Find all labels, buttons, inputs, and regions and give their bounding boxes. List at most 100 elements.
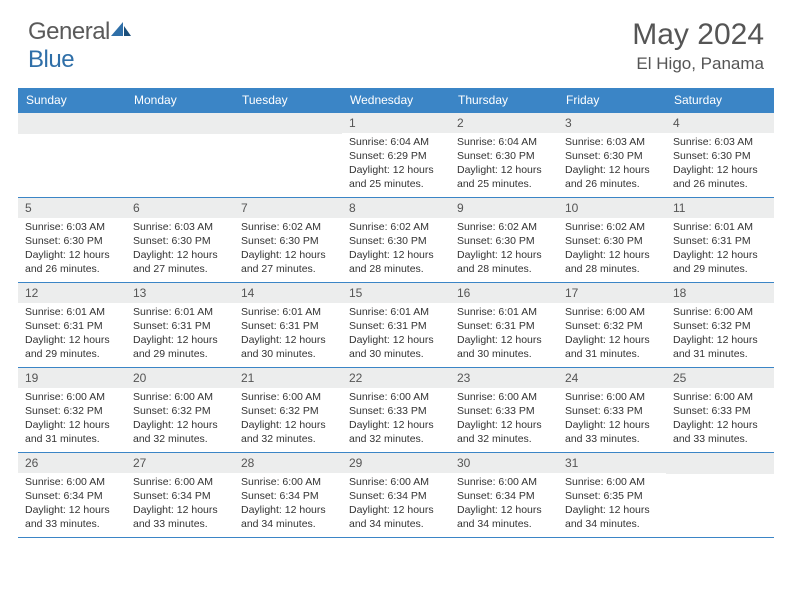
weekday-saturday: Saturday bbox=[666, 88, 774, 112]
day-number: 8 bbox=[342, 198, 450, 218]
day-body: Sunrise: 6:03 AMSunset: 6:30 PMDaylight:… bbox=[126, 218, 234, 280]
day-cell: 27Sunrise: 6:00 AMSunset: 6:34 PMDayligh… bbox=[126, 453, 234, 537]
empty-day-number bbox=[234, 113, 342, 134]
weekday-friday: Friday bbox=[558, 88, 666, 112]
weekday-monday: Monday bbox=[126, 88, 234, 112]
day-number: 7 bbox=[234, 198, 342, 218]
day-number: 5 bbox=[18, 198, 126, 218]
day-number: 1 bbox=[342, 113, 450, 133]
month-title: May 2024 bbox=[632, 18, 764, 52]
week-row: 26Sunrise: 6:00 AMSunset: 6:34 PMDayligh… bbox=[18, 452, 774, 538]
brand-text: GeneralBlue bbox=[28, 18, 132, 74]
day-cell: 26Sunrise: 6:00 AMSunset: 6:34 PMDayligh… bbox=[18, 453, 126, 537]
day-cell: 14Sunrise: 6:01 AMSunset: 6:31 PMDayligh… bbox=[234, 283, 342, 367]
day-number: 10 bbox=[558, 198, 666, 218]
day-number: 15 bbox=[342, 283, 450, 303]
day-body: Sunrise: 6:02 AMSunset: 6:30 PMDaylight:… bbox=[234, 218, 342, 280]
header: GeneralBlue May 2024 El Higo, Panama bbox=[0, 0, 792, 82]
day-cell: 20Sunrise: 6:00 AMSunset: 6:32 PMDayligh… bbox=[126, 368, 234, 452]
day-cell: 4Sunrise: 6:03 AMSunset: 6:30 PMDaylight… bbox=[666, 113, 774, 197]
day-cell: 25Sunrise: 6:00 AMSunset: 6:33 PMDayligh… bbox=[666, 368, 774, 452]
brand-logo: GeneralBlue bbox=[28, 18, 132, 74]
day-cell: 30Sunrise: 6:00 AMSunset: 6:34 PMDayligh… bbox=[450, 453, 558, 537]
day-body: Sunrise: 6:01 AMSunset: 6:31 PMDaylight:… bbox=[450, 303, 558, 365]
empty-day-number bbox=[666, 453, 774, 474]
day-cell: 13Sunrise: 6:01 AMSunset: 6:31 PMDayligh… bbox=[126, 283, 234, 367]
location: El Higo, Panama bbox=[632, 54, 764, 74]
day-number: 21 bbox=[234, 368, 342, 388]
day-cell: 3Sunrise: 6:03 AMSunset: 6:30 PMDaylight… bbox=[558, 113, 666, 197]
day-number: 25 bbox=[666, 368, 774, 388]
empty-day-number bbox=[126, 113, 234, 134]
title-block: May 2024 El Higo, Panama bbox=[632, 18, 764, 74]
day-body: Sunrise: 6:01 AMSunset: 6:31 PMDaylight:… bbox=[666, 218, 774, 280]
day-body: Sunrise: 6:00 AMSunset: 6:32 PMDaylight:… bbox=[126, 388, 234, 450]
day-body: Sunrise: 6:01 AMSunset: 6:31 PMDaylight:… bbox=[126, 303, 234, 365]
day-number: 20 bbox=[126, 368, 234, 388]
day-number: 12 bbox=[18, 283, 126, 303]
day-number: 11 bbox=[666, 198, 774, 218]
empty-day-number bbox=[18, 113, 126, 134]
day-cell: 8Sunrise: 6:02 AMSunset: 6:30 PMDaylight… bbox=[342, 198, 450, 282]
day-number: 18 bbox=[666, 283, 774, 303]
day-number: 22 bbox=[342, 368, 450, 388]
weekday-tuesday: Tuesday bbox=[234, 88, 342, 112]
day-cell: 23Sunrise: 6:00 AMSunset: 6:33 PMDayligh… bbox=[450, 368, 558, 452]
day-cell: 21Sunrise: 6:00 AMSunset: 6:32 PMDayligh… bbox=[234, 368, 342, 452]
day-body: Sunrise: 6:00 AMSunset: 6:34 PMDaylight:… bbox=[450, 473, 558, 535]
day-number: 26 bbox=[18, 453, 126, 473]
day-body: Sunrise: 6:01 AMSunset: 6:31 PMDaylight:… bbox=[342, 303, 450, 365]
week-row: 1Sunrise: 6:04 AMSunset: 6:29 PMDaylight… bbox=[18, 112, 774, 197]
day-cell: 1Sunrise: 6:04 AMSunset: 6:29 PMDaylight… bbox=[342, 113, 450, 197]
day-body: Sunrise: 6:04 AMSunset: 6:29 PMDaylight:… bbox=[342, 133, 450, 195]
weeks-container: 1Sunrise: 6:04 AMSunset: 6:29 PMDaylight… bbox=[18, 112, 774, 538]
day-cell: 5Sunrise: 6:03 AMSunset: 6:30 PMDaylight… bbox=[18, 198, 126, 282]
empty-day-cell bbox=[126, 113, 234, 197]
day-cell: 15Sunrise: 6:01 AMSunset: 6:31 PMDayligh… bbox=[342, 283, 450, 367]
day-number: 31 bbox=[558, 453, 666, 473]
day-cell: 2Sunrise: 6:04 AMSunset: 6:30 PMDaylight… bbox=[450, 113, 558, 197]
day-number: 6 bbox=[126, 198, 234, 218]
day-body: Sunrise: 6:00 AMSunset: 6:33 PMDaylight:… bbox=[342, 388, 450, 450]
day-cell: 19Sunrise: 6:00 AMSunset: 6:32 PMDayligh… bbox=[18, 368, 126, 452]
weekday-thursday: Thursday bbox=[450, 88, 558, 112]
empty-day-cell bbox=[18, 113, 126, 197]
week-row: 12Sunrise: 6:01 AMSunset: 6:31 PMDayligh… bbox=[18, 282, 774, 367]
day-cell: 29Sunrise: 6:00 AMSunset: 6:34 PMDayligh… bbox=[342, 453, 450, 537]
day-cell: 24Sunrise: 6:00 AMSunset: 6:33 PMDayligh… bbox=[558, 368, 666, 452]
day-cell: 16Sunrise: 6:01 AMSunset: 6:31 PMDayligh… bbox=[450, 283, 558, 367]
week-row: 19Sunrise: 6:00 AMSunset: 6:32 PMDayligh… bbox=[18, 367, 774, 452]
day-body: Sunrise: 6:00 AMSunset: 6:32 PMDaylight:… bbox=[18, 388, 126, 450]
brand-part1: General bbox=[28, 18, 110, 45]
day-body: Sunrise: 6:00 AMSunset: 6:33 PMDaylight:… bbox=[450, 388, 558, 450]
day-cell: 6Sunrise: 6:03 AMSunset: 6:30 PMDaylight… bbox=[126, 198, 234, 282]
day-body: Sunrise: 6:00 AMSunset: 6:35 PMDaylight:… bbox=[558, 473, 666, 535]
day-number: 4 bbox=[666, 113, 774, 133]
day-body: Sunrise: 6:01 AMSunset: 6:31 PMDaylight:… bbox=[234, 303, 342, 365]
day-cell: 11Sunrise: 6:01 AMSunset: 6:31 PMDayligh… bbox=[666, 198, 774, 282]
day-number: 13 bbox=[126, 283, 234, 303]
day-body: Sunrise: 6:03 AMSunset: 6:30 PMDaylight:… bbox=[666, 133, 774, 195]
day-body: Sunrise: 6:00 AMSunset: 6:34 PMDaylight:… bbox=[18, 473, 126, 535]
empty-day-cell bbox=[666, 453, 774, 537]
day-body: Sunrise: 6:02 AMSunset: 6:30 PMDaylight:… bbox=[558, 218, 666, 280]
day-body: Sunrise: 6:00 AMSunset: 6:34 PMDaylight:… bbox=[126, 473, 234, 535]
brand-part2: Blue bbox=[28, 46, 74, 73]
weekday-sunday: Sunday bbox=[18, 88, 126, 112]
day-body: Sunrise: 6:00 AMSunset: 6:34 PMDaylight:… bbox=[342, 473, 450, 535]
day-cell: 18Sunrise: 6:00 AMSunset: 6:32 PMDayligh… bbox=[666, 283, 774, 367]
day-body: Sunrise: 6:03 AMSunset: 6:30 PMDaylight:… bbox=[18, 218, 126, 280]
day-body: Sunrise: 6:03 AMSunset: 6:30 PMDaylight:… bbox=[558, 133, 666, 195]
day-body: Sunrise: 6:04 AMSunset: 6:30 PMDaylight:… bbox=[450, 133, 558, 195]
day-body: Sunrise: 6:02 AMSunset: 6:30 PMDaylight:… bbox=[450, 218, 558, 280]
day-cell: 17Sunrise: 6:00 AMSunset: 6:32 PMDayligh… bbox=[558, 283, 666, 367]
day-body: Sunrise: 6:00 AMSunset: 6:32 PMDaylight:… bbox=[558, 303, 666, 365]
day-number: 16 bbox=[450, 283, 558, 303]
day-number: 2 bbox=[450, 113, 558, 133]
day-cell: 28Sunrise: 6:00 AMSunset: 6:34 PMDayligh… bbox=[234, 453, 342, 537]
empty-day-cell bbox=[234, 113, 342, 197]
day-body: Sunrise: 6:00 AMSunset: 6:33 PMDaylight:… bbox=[558, 388, 666, 450]
day-number: 19 bbox=[18, 368, 126, 388]
day-number: 3 bbox=[558, 113, 666, 133]
day-number: 24 bbox=[558, 368, 666, 388]
